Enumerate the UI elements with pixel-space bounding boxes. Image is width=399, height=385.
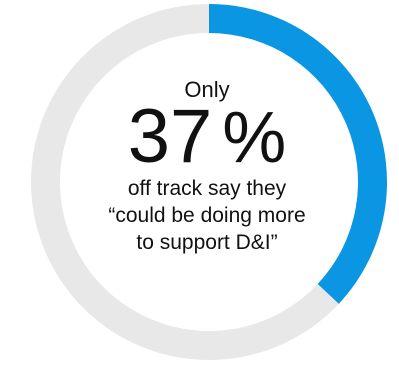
donut-slice-highlight bbox=[209, 4, 387, 304]
prefix-label: Only bbox=[184, 77, 230, 102]
center-label: Only 37% off track say they “could be do… bbox=[94, 78, 320, 256]
donut-slice-remainder bbox=[31, 4, 339, 360]
caption-line-2: “could be doing more bbox=[108, 204, 306, 227]
caption-line-1: off track say they bbox=[127, 177, 287, 200]
percentage-number: 37 bbox=[127, 94, 213, 179]
percentage-unit: % bbox=[222, 98, 287, 178]
caption-line-3: to support D&I” bbox=[136, 231, 278, 254]
percentage-value: 37% bbox=[94, 98, 320, 178]
